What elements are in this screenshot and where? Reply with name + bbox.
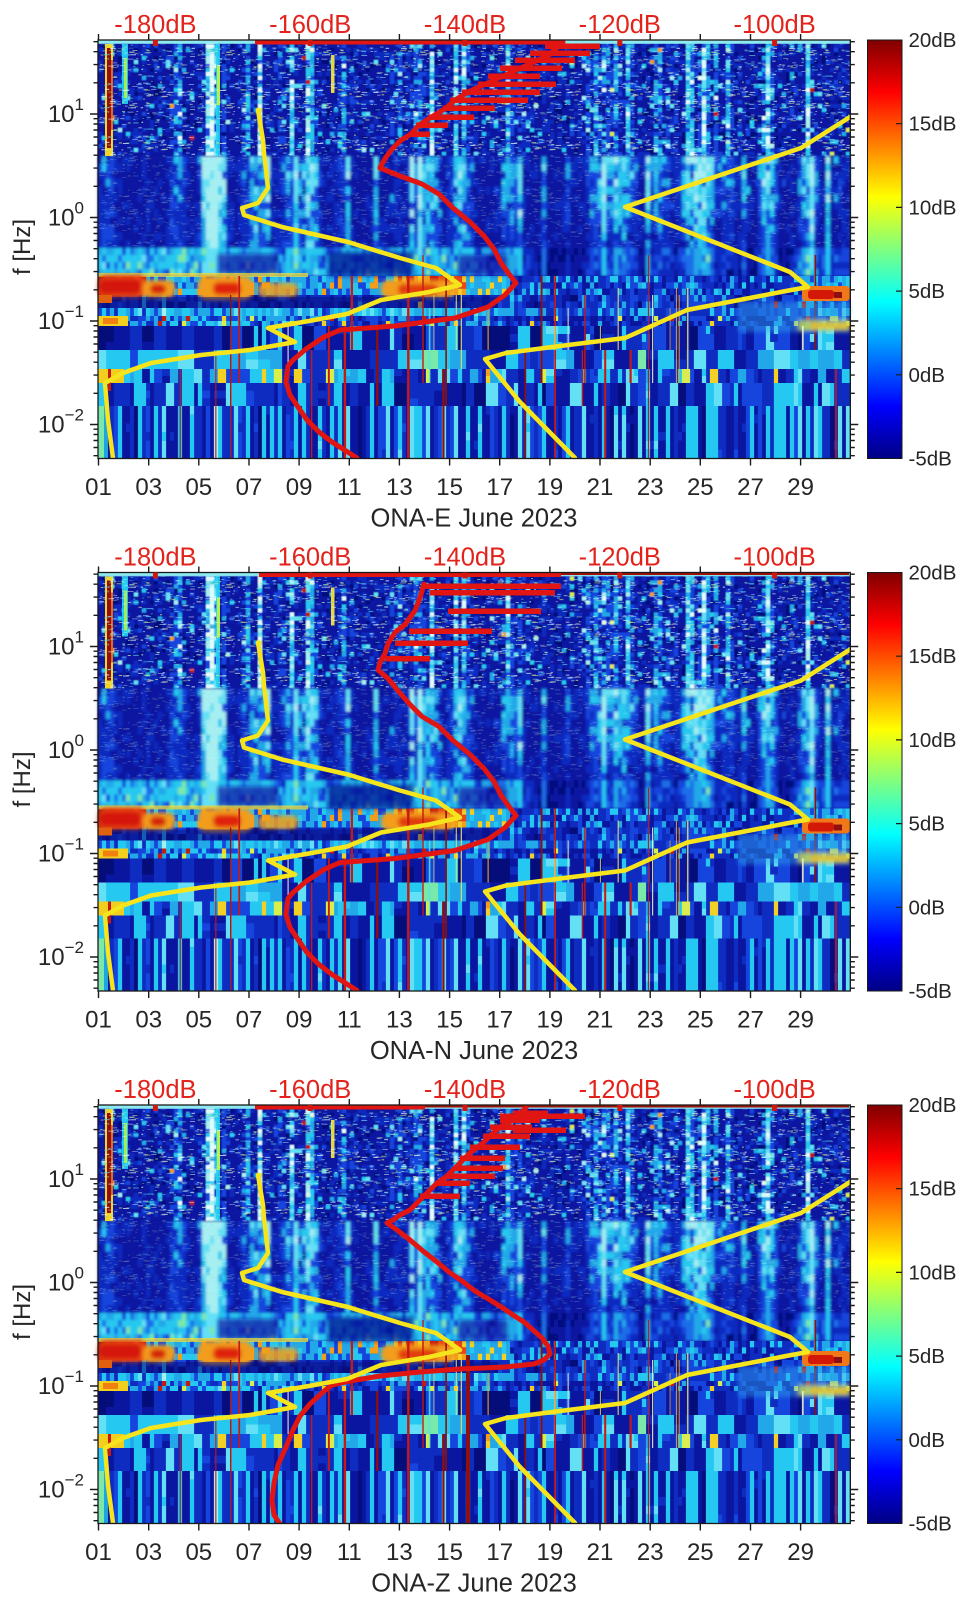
svg-text:0dB: 0dB [909,364,945,387]
svg-text:15dB: 15dB [909,1178,957,1201]
svg-text:-120dB: -120dB [579,544,661,572]
svg-text:19: 19 [537,1007,564,1034]
svg-text:10dB: 10dB [909,1261,957,1284]
svg-text:25: 25 [687,1539,714,1566]
svg-text:17: 17 [486,474,513,501]
svg-text:ONA-N June 2023: ONA-N June 2023 [370,1037,578,1065]
svg-text:-120dB: -120dB [579,1076,661,1104]
svg-text:27: 27 [737,1539,764,1566]
svg-text:27: 27 [737,474,764,501]
svg-text:21: 21 [587,474,614,501]
svg-text:09: 09 [286,1539,313,1566]
svg-text:21: 21 [587,1007,614,1034]
svg-text:11: 11 [337,1539,362,1566]
svg-text:10−1: 10−1 [38,302,84,335]
svg-text:10dB: 10dB [909,196,957,219]
svg-text:07: 07 [236,474,263,501]
svg-text:01: 01 [85,1539,112,1566]
svg-text:15: 15 [436,474,463,501]
svg-text:5dB: 5dB [909,813,945,836]
svg-text:f [Hz]: f [Hz] [9,219,36,275]
svg-text:-180dB: -180dB [114,1076,196,1104]
svg-text:23: 23 [637,1539,664,1566]
svg-text:29: 29 [787,1007,814,1034]
svg-text:13: 13 [386,474,413,501]
svg-text:13: 13 [386,1007,413,1034]
svg-text:05: 05 [185,1539,212,1566]
svg-text:15: 15 [436,1007,463,1034]
svg-text:-180dB: -180dB [114,11,196,39]
svg-text:29: 29 [787,474,814,501]
svg-text:15: 15 [436,1539,463,1566]
svg-text:5dB: 5dB [909,280,945,303]
svg-text:15dB: 15dB [909,113,957,136]
svg-text:17: 17 [486,1007,513,1034]
svg-text:-100dB: -100dB [733,11,815,39]
svg-text:ONA-E June 2023: ONA-E June 2023 [371,505,578,533]
svg-text:03: 03 [135,1007,162,1034]
svg-text:0dB: 0dB [909,1429,945,1452]
svg-text:01: 01 [85,1007,112,1034]
svg-text:23: 23 [637,474,664,501]
svg-text:-120dB: -120dB [579,11,661,39]
svg-text:-140dB: -140dB [424,544,506,572]
svg-text:15dB: 15dB [909,645,957,668]
svg-text:27: 27 [737,1007,764,1034]
svg-text:f [Hz]: f [Hz] [9,751,36,807]
svg-text:29: 29 [787,1539,814,1566]
svg-text:11: 11 [337,474,362,501]
svg-text:20dB: 20dB [909,29,957,52]
svg-text:20dB: 20dB [909,1094,957,1117]
svg-text:19: 19 [537,1539,564,1566]
svg-text:-140dB: -140dB [424,1076,506,1104]
svg-text:11: 11 [337,1007,362,1034]
svg-text:03: 03 [135,1539,162,1566]
svg-text:13: 13 [386,1539,413,1566]
svg-text:-5dB: -5dB [909,448,952,471]
svg-text:ONA-Z June 2023: ONA-Z June 2023 [371,1570,577,1598]
svg-text:-5dB: -5dB [909,980,952,1003]
svg-text:20dB: 20dB [909,562,957,585]
svg-text:5dB: 5dB [909,1345,945,1368]
svg-text:17: 17 [486,1539,513,1566]
svg-text:07: 07 [236,1007,263,1034]
svg-text:-100dB: -100dB [733,1076,815,1104]
svg-text:19: 19 [537,474,564,501]
svg-text:07: 07 [236,1539,263,1566]
svg-text:-160dB: -160dB [269,11,351,39]
svg-text:03: 03 [135,474,162,501]
svg-text:10dB: 10dB [909,729,957,752]
svg-text:25: 25 [687,1007,714,1034]
svg-text:09: 09 [286,474,313,501]
svg-text:09: 09 [286,1007,313,1034]
svg-text:-180dB: -180dB [114,544,196,572]
svg-text:23: 23 [637,1007,664,1034]
svg-text:-160dB: -160dB [269,544,351,572]
svg-text:f [Hz]: f [Hz] [9,1284,36,1340]
svg-text:101: 101 [48,1160,84,1193]
svg-text:05: 05 [185,474,212,501]
svg-text:21: 21 [587,1539,614,1566]
svg-text:-5dB: -5dB [909,1513,952,1536]
svg-text:-100dB: -100dB [733,544,815,572]
svg-text:-160dB: -160dB [269,1076,351,1104]
svg-text:-140dB: -140dB [424,11,506,39]
svg-text:01: 01 [85,474,112,501]
svg-text:25: 25 [687,474,714,501]
svg-text:0dB: 0dB [909,896,945,919]
svg-text:05: 05 [185,1007,212,1034]
